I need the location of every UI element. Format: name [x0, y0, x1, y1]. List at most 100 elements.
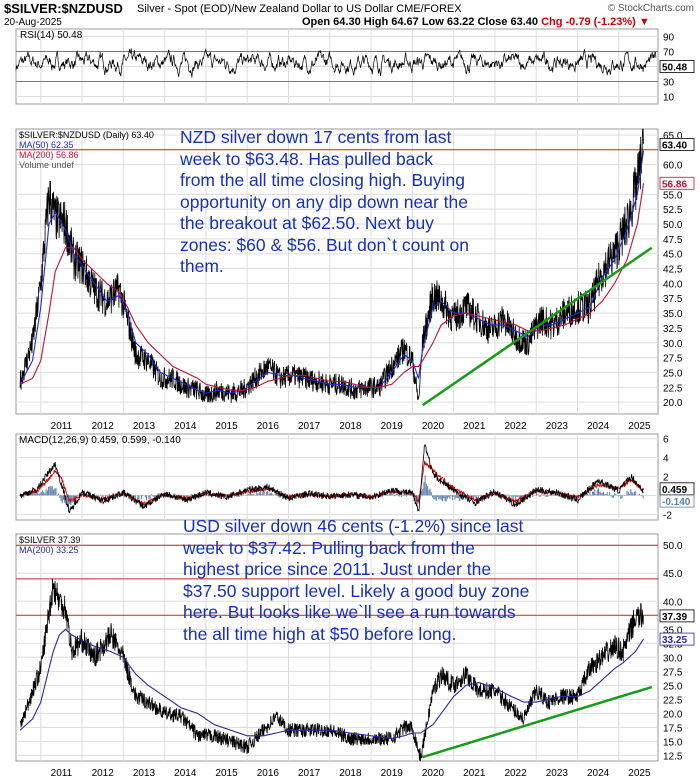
nzd-y-tick: 65.0 [663, 131, 683, 142]
usd-x-tick: 2012 [92, 768, 115, 779]
macd-last-label-text: 0.459 [662, 485, 687, 496]
rsi-title: RSI(14) 50.48 [20, 30, 83, 41]
nzd-price-last-label-box [659, 138, 695, 151]
usd-annotation: USD silver down 46 cents (-1.2%) since l… [183, 516, 530, 644]
nzd-x-tick: 2016 [257, 421, 280, 432]
nzd-y-tick: 20.0 [663, 398, 683, 409]
nzd-y-tick: 40.0 [663, 279, 683, 290]
nzd-x-tick: 2021 [463, 421, 486, 432]
nzd-annotation: NZD silver down 17 cents from last week … [180, 127, 469, 276]
usd-x-tick: 2020 [422, 768, 445, 779]
macd-hist-last-label-text: -0.140 [662, 497, 691, 508]
usd-y-tick: 40.0 [663, 597, 683, 608]
nzd-ma200-line [19, 183, 645, 391]
usd-y-tick: 35.0 [663, 625, 683, 636]
rsi-y-tick: 90 [663, 33, 675, 44]
chart-symbol: $SILVER:$NZDUSD [4, 1, 123, 16]
usd-y-tick: 20.0 [663, 709, 683, 720]
nzd-y-tick: 42.5 [663, 265, 683, 276]
nzd-y-tick: 37.5 [663, 294, 683, 305]
nzd-x-tick: 2019 [381, 421, 404, 432]
usd-x-tick: 2021 [463, 768, 486, 779]
nzd-x-tick: 2014 [174, 421, 197, 432]
usd-price-last-label-text: 37.39 [662, 612, 687, 623]
nzd-y-tick: 50.0 [663, 220, 683, 231]
nzd-y-tick: 52.5 [663, 205, 683, 216]
nzd-x-tick: 2011 [51, 421, 73, 432]
nzd-y-tick: 45.0 [663, 250, 683, 261]
rsi-y-tick: 30 [663, 78, 675, 89]
usd-x-tick: 2023 [546, 768, 569, 779]
rsi-series-line [15, 48, 657, 78]
usd-ma200-line [19, 628, 644, 740]
usd-ma200-last-label-text: 33.25 [662, 635, 687, 646]
nzd-x-tick: 2018 [339, 421, 362, 432]
usd-x-tick: 2025 [628, 768, 651, 779]
usd-x-tick: 2013 [133, 768, 156, 779]
nzd-x-tick: 2015 [215, 421, 238, 432]
usd-frame [15, 533, 659, 762]
usd-x-tick: 2024 [587, 768, 610, 779]
nzd-x-tick: 2022 [504, 421, 527, 432]
usd-y-tick: 45.0 [663, 569, 683, 580]
nzd-legend-entry: $SILVER:$NZDUSD (Daily) 63.40 [19, 130, 154, 140]
nzd-y-tick: 30.0 [663, 339, 683, 350]
nzd-legend-entry: MA(50) 62.35 [19, 140, 74, 150]
usd-x-tick: 2016 [257, 768, 280, 779]
usd-y-tick: 27.5 [663, 667, 683, 678]
nzd-x-tick: 2023 [546, 421, 569, 432]
nzd-price-last-label-text: 63.40 [662, 140, 687, 151]
macd-y-tick: 2 [663, 473, 669, 484]
chart-description: Silver - Spot (EOD)/New Zealand Dollar t… [137, 3, 462, 15]
usd-y-tick: 17.5 [663, 723, 683, 734]
macd-hist-last-label-box [659, 494, 695, 508]
nzd-y-tick: 35.0 [663, 309, 683, 320]
nzd-x-tick: 2020 [422, 421, 445, 432]
nzd-y-tick: 47.5 [663, 235, 683, 246]
nzd-x-tick: 2017 [298, 421, 321, 432]
nzd-legend-entry: Volume undef [19, 160, 75, 170]
macd-y-tick: -2 [663, 510, 672, 521]
macd-y-tick: 6 [663, 435, 669, 446]
nzd-support-trendline [421, 246, 653, 407]
ohlc-values: Open 64.30 High 64.67 Low 63.22 Close 63… [302, 16, 539, 28]
usd-x-tick: 2014 [174, 768, 197, 779]
nzd-ma200-last-label-text: 56.86 [662, 179, 687, 190]
usd-x-tick: 2011 [51, 768, 73, 779]
usd-price-last-label-box [659, 609, 695, 623]
nzd-y-tick: 60.0 [663, 161, 683, 172]
nzd-x-tick: 2024 [587, 421, 610, 432]
usd-y-tick: 22.5 [663, 695, 683, 706]
usd-ma200-last-label-box [659, 632, 695, 646]
nzd-y-tick: 25.0 [663, 368, 683, 379]
rsi-last-label-text: 50.48 [662, 63, 687, 74]
usd-x-tick: 2018 [339, 768, 362, 779]
usd-x-tick: 2022 [504, 768, 527, 779]
macd-line [19, 444, 644, 514]
usd-x-tick: 2019 [381, 768, 404, 779]
nzd-ma200-last-label-box [659, 176, 695, 190]
macd-y-tick: 4 [663, 454, 669, 465]
nzd-y-tick: 32.5 [663, 324, 683, 335]
nzd-y-tick: 55.0 [663, 190, 683, 201]
stockcharts-logo[interactable]: © StockCharts.com [607, 3, 694, 14]
usd-support-trendline [422, 685, 653, 759]
nzd-y-tick: 27.5 [663, 354, 683, 365]
usd-x-tick: 2015 [215, 768, 238, 779]
usd-y-tick: 15.0 [663, 737, 683, 748]
nzd-legend-entry: MA(200) 56.86 [19, 150, 79, 160]
nzd-x-tick: 2025 [628, 421, 651, 432]
macd-title: MACD(12,26,9) 0.459, 0.599, -0.140 [19, 435, 181, 446]
usd-y-tick: 25.0 [663, 681, 683, 692]
change-value: Chg -0.79 (-1.23%) ▼ [541, 16, 650, 28]
usd-y-tick: 12.5 [663, 751, 683, 762]
rsi-y-tick: 70 [663, 48, 675, 59]
usd-price-line [19, 578, 644, 762]
usd-y-tick: 50.0 [663, 541, 683, 552]
rsi-y-tick: 10 [663, 93, 675, 104]
ohlc-readout: Open 64.30 High 64.67 Low 63.22 Close 63… [302, 16, 650, 28]
nzd-y-tick: 22.5 [663, 383, 683, 394]
usd-legend-entry: $SILVER 37.39 [19, 535, 80, 545]
nzd-x-tick: 2012 [92, 421, 115, 432]
